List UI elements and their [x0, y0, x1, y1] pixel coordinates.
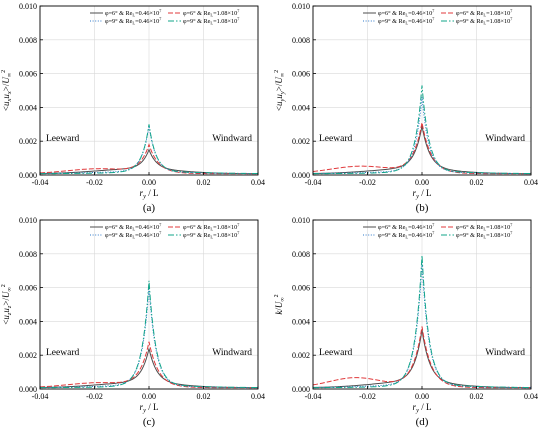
legend-label-4: φ=9° & ReL=1.08×107 [456, 17, 513, 26]
x-tick-label: -0.02 [359, 178, 376, 187]
y-tick-label: 0.010 [292, 216, 310, 225]
y-tick-label: 0.002 [292, 137, 310, 146]
x-tick-label: 0.04 [251, 392, 265, 401]
x-tick-label: -0.04 [32, 178, 49, 187]
x-tick-label: 0.02 [197, 392, 211, 401]
x-tick-label: 0.02 [470, 178, 484, 187]
y-tick-label: 0.004 [292, 103, 310, 112]
leeward-label: Leeward [46, 348, 79, 358]
y-axis-label: k/U∞2 [274, 294, 286, 314]
series-line-2 [39, 143, 258, 175]
x-tick-label: 0.02 [197, 178, 211, 187]
windward-label: Windward [485, 348, 525, 358]
legend-label-3: φ=9° & ReL=0.46×107 [378, 17, 435, 26]
legend-label-1: φ=6° & ReL=0.46×107 [105, 223, 162, 232]
legend-label-2: φ=6° & ReL=1.08×107 [456, 223, 513, 232]
y-tick-label: 0.008 [19, 36, 37, 45]
series-line-4 [39, 124, 259, 175]
x-axis-label: ry / L [413, 402, 432, 414]
legend-label-2: φ=6° & ReL=1.08×107 [183, 9, 240, 18]
legend-label-2: φ=6° & ReL=1.08×107 [456, 9, 513, 18]
y-tick-label: 0.006 [292, 284, 310, 293]
series-line-2 [312, 122, 531, 175]
x-tick-label: -0.04 [32, 392, 49, 401]
legend-label-3: φ=9° & ReL=0.46×107 [105, 17, 162, 26]
x-tick-label: 0.00 [142, 178, 156, 187]
y-tick-label: 0.006 [292, 70, 310, 79]
legend-label-4: φ=9° & ReL=1.08×107 [456, 231, 513, 240]
y-axis-label: <uzuz>/U∞2 [1, 284, 13, 325]
chart-panel-3: -0.04 -0.02 0.00 0.02 0.04 0.000 0.002 0.004 0.0… [1, 216, 265, 428]
series-line-2 [312, 326, 531, 389]
series-line-1 [312, 329, 531, 389]
series-line-4 [39, 280, 259, 389]
x-tick-label: -0.04 [305, 178, 322, 187]
y-tick-label: 0.010 [19, 2, 37, 11]
panel-label: (d) [416, 416, 429, 428]
panel-label: (c) [143, 416, 156, 428]
chart-panel-4: -0.04 -0.02 0.00 0.02 0.04 0.000 0.002 0.004 0.0… [274, 216, 538, 428]
x-axis-label: ry / L [413, 188, 432, 200]
y-tick-label: 0.000 [19, 385, 37, 394]
series-line-4 [312, 85, 532, 175]
x-tick-label: -0.02 [359, 392, 376, 401]
legend-label-1: φ=6° & ReL=0.46×107 [105, 9, 162, 18]
x-axis-label: ry / L [140, 402, 159, 414]
x-tick-label: -0.02 [86, 392, 103, 401]
leeward-label: Leeward [46, 134, 79, 144]
x-tick-label: 0.04 [524, 178, 538, 187]
x-tick-label: 0.04 [251, 178, 265, 187]
y-axis-label: <uxux>/U∞2 [1, 70, 13, 111]
panel-label: (a) [143, 202, 156, 214]
y-axis-label: <uyuy>/U∞2 [274, 70, 286, 111]
x-tick-label: -0.04 [305, 392, 322, 401]
windward-label: Windward [485, 134, 525, 144]
y-tick-label: 0.000 [19, 171, 37, 180]
x-tick-label: 0.02 [470, 392, 484, 401]
legend-label-4: φ=9° & ReL=1.08×107 [183, 231, 240, 240]
chart-panel-2: -0.04 -0.02 0.00 0.02 0.04 0.000 0.002 0.004 0.0… [274, 2, 538, 214]
legend-label-1: φ=6° & ReL=0.46×107 [378, 9, 435, 18]
legend-label-3: φ=9° & ReL=0.46×107 [105, 231, 162, 240]
leeward-label: Leeward [319, 348, 352, 358]
x-tick-label: 0.04 [524, 392, 538, 401]
y-tick-label: 0.002 [292, 351, 310, 360]
x-tick-label: 0.00 [142, 392, 156, 401]
series-line-4 [313, 255, 532, 389]
y-tick-label: 0.002 [19, 351, 37, 360]
y-tick-label: 0.002 [19, 137, 37, 146]
y-tick-label: 0.008 [292, 36, 310, 45]
legend-label-4: φ=9° & ReL=1.08×107 [183, 17, 240, 26]
x-tick-label: -0.02 [86, 178, 103, 187]
legend-label-1: φ=6° & ReL=0.46×107 [378, 223, 435, 232]
leeward-label: Leeward [319, 134, 352, 144]
x-tick-label: 0.00 [415, 392, 429, 401]
panel-label: (b) [416, 202, 429, 214]
series-line-2 [39, 341, 258, 389]
y-tick-label: 0.000 [292, 171, 310, 180]
y-tick-label: 0.008 [19, 250, 37, 259]
x-axis-label: ry / L [140, 188, 159, 200]
y-tick-label: 0.006 [19, 70, 37, 79]
y-tick-label: 0.004 [19, 317, 37, 326]
y-tick-label: 0.004 [292, 317, 310, 326]
y-tick-label: 0.000 [292, 385, 310, 394]
chart-panel-1: -0.04 -0.02 0.00 0.02 0.04 0.000 0.002 0.004 0.0… [1, 2, 265, 214]
y-tick-label: 0.006 [19, 284, 37, 293]
x-tick-label: 0.00 [415, 178, 429, 187]
y-tick-label: 0.010 [292, 2, 310, 11]
y-tick-label: 0.004 [19, 103, 37, 112]
y-tick-label: 0.008 [292, 250, 310, 259]
y-tick-label: 0.010 [19, 216, 37, 225]
legend-label-2: φ=6° & ReL=1.08×107 [183, 223, 240, 232]
series-line-3 [312, 97, 531, 175]
windward-label: Windward [212, 348, 252, 358]
legend-label-3: φ=9° & ReL=0.46×107 [378, 231, 435, 240]
windward-label: Windward [212, 134, 252, 144]
